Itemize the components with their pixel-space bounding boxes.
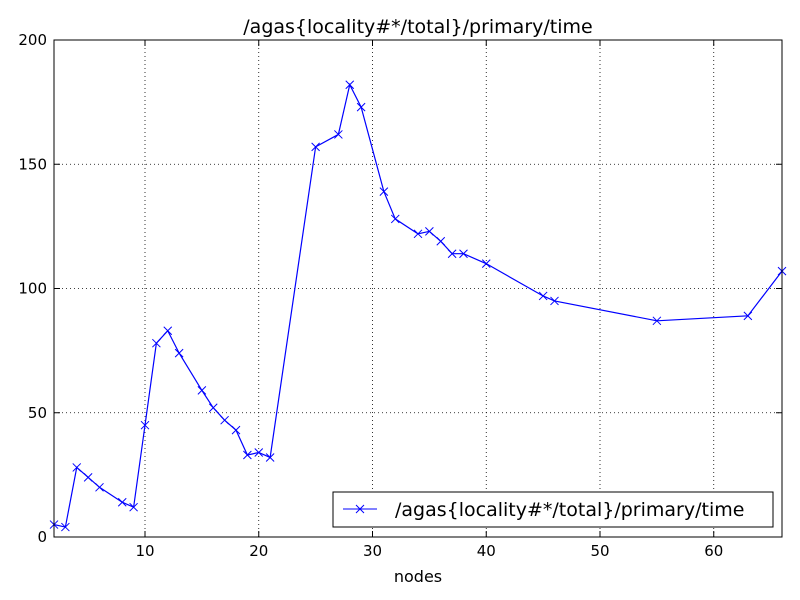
data-point-marker <box>197 386 207 395</box>
data-point-marker <box>83 473 93 482</box>
x-tick-label: 40 <box>477 542 496 560</box>
y-tick-label: 0 <box>37 528 47 546</box>
data-point-marker <box>550 296 559 306</box>
data-point-marker <box>311 142 320 152</box>
data-point-marker <box>95 482 104 492</box>
data-point-marker <box>265 453 275 462</box>
data-point-marker <box>163 326 173 336</box>
x-tick-label: 10 <box>135 542 154 560</box>
data-point-marker <box>481 259 491 269</box>
axis-ticks: 10 20 30 40 50 60 0 50 100 150 200 <box>18 31 782 560</box>
grid-lines <box>54 40 782 537</box>
y-tick-label: 200 <box>18 31 47 49</box>
legend-marker <box>355 504 365 514</box>
data-point-marker <box>243 450 252 460</box>
legend-box <box>332 491 774 528</box>
legend-x-marker <box>355 504 365 514</box>
data-point-marker <box>390 214 400 224</box>
data-point-marker <box>379 187 389 196</box>
x-tick-label: 30 <box>363 542 382 560</box>
x-tick-label: 20 <box>249 542 268 560</box>
data-point-marker <box>345 80 355 90</box>
x-axis-label: nodes <box>394 567 442 586</box>
data-point-marker <box>231 425 241 435</box>
data-point-marker <box>459 249 468 259</box>
data-point-marker <box>117 497 127 507</box>
data-point-marker <box>334 130 343 139</box>
y-tick-label: 100 <box>18 280 47 298</box>
data-point-marker <box>208 403 218 413</box>
series-layer <box>49 80 787 532</box>
data-point-marker <box>447 249 457 259</box>
data-point-marker <box>129 502 138 512</box>
legend-label: /agas{locality#*/total}/primary/time <box>395 499 744 521</box>
data-point-marker <box>652 316 662 326</box>
data-point-marker <box>413 229 423 239</box>
data-point-marker <box>538 291 548 301</box>
data-point-marker <box>254 448 264 457</box>
data-point-marker <box>356 102 366 112</box>
chart-title: /agas{locality#*/total}/primary/time <box>243 16 592 38</box>
data-point-marker <box>743 311 753 321</box>
data-point-marker <box>140 420 150 430</box>
data-point-marker <box>152 338 161 348</box>
data-point-marker <box>425 226 434 236</box>
data-point-marker <box>61 522 70 532</box>
x-tick-label: 60 <box>704 542 723 560</box>
x-tick-label: 50 <box>590 542 609 560</box>
data-point-marker <box>436 236 446 246</box>
y-tick-label: 150 <box>18 155 47 173</box>
data-point-marker <box>174 348 184 358</box>
data-point-marker <box>72 463 82 472</box>
legend: /agas{locality#*/total}/primary/time <box>332 491 774 528</box>
data-point-marker <box>220 415 229 425</box>
y-tick-label: 50 <box>28 404 47 422</box>
